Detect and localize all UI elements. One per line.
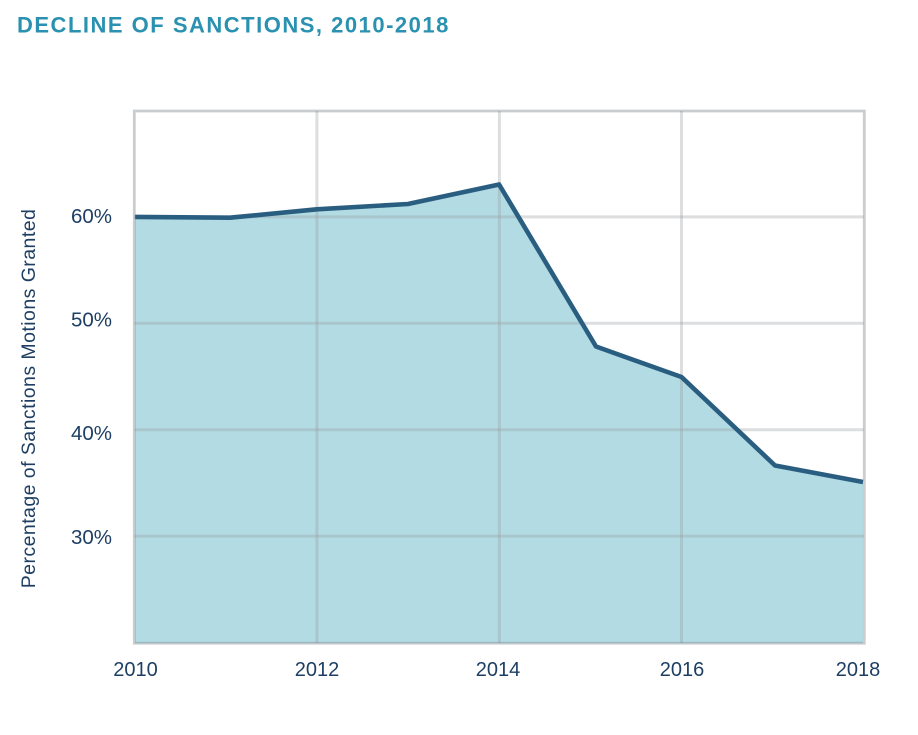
svg-text:40%: 40%	[71, 422, 112, 445]
svg-text:2014: 2014	[476, 659, 521, 681]
svg-text:30%: 30%	[71, 526, 112, 549]
svg-text:2018: 2018	[836, 659, 881, 681]
svg-text:2010: 2010	[113, 659, 158, 681]
svg-text:60%: 60%	[71, 205, 112, 228]
svg-text:50%: 50%	[71, 309, 112, 332]
svg-text:2016: 2016	[660, 659, 705, 681]
svg-text:Percentage of Sanctions Motion: Percentage of Sanctions Motions Granted	[18, 209, 40, 589]
svg-text:2012: 2012	[295, 659, 340, 681]
svg-text:DECLINE OF SANCTIONS, 2010-201: DECLINE OF SANCTIONS, 2010-2018	[17, 13, 450, 38]
